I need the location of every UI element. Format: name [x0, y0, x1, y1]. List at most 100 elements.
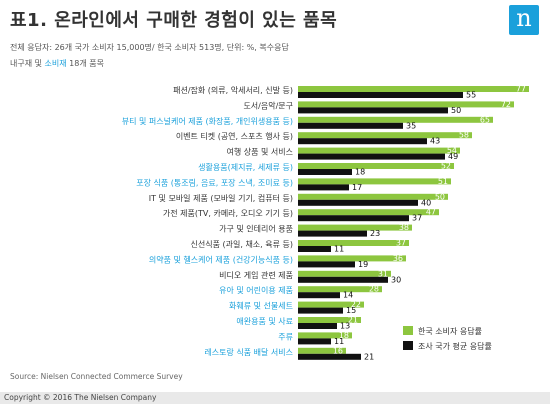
value-label-average: 11	[334, 337, 344, 346]
category-label: 가구 및 인테리어 용품	[219, 224, 293, 234]
bar-average	[298, 276, 388, 283]
bar-average	[298, 153, 445, 160]
value-label-korea: 65	[480, 115, 490, 124]
bar-korea	[298, 147, 460, 154]
bar-korea	[298, 116, 493, 123]
bar-average	[298, 261, 355, 268]
category-label: 가전 제품(TV, 카메라, 오디오 기기 등)	[163, 208, 293, 218]
value-label-average: 15	[346, 306, 356, 315]
value-label-average: 23	[370, 229, 380, 238]
bar-average	[298, 323, 337, 329]
bar-korea	[298, 178, 451, 185]
value-label-average: 19	[358, 260, 368, 269]
value-label-average: 50	[451, 106, 461, 115]
bar-average	[298, 292, 340, 299]
category-label: 화훼류 및 선물세트	[229, 301, 293, 311]
legend-label-korea: 한국 소비자 응답률	[418, 326, 482, 336]
bar-korea	[298, 317, 361, 323]
bar-korea	[298, 193, 448, 200]
value-label-korea: 37	[396, 239, 406, 248]
bar-korea	[298, 209, 439, 216]
value-label-average: 40	[421, 198, 431, 207]
subtitle-suffix: 18개 품목	[66, 59, 104, 68]
bar-average	[298, 338, 331, 345]
category-label: 패션/잡화 (의류, 악세서리, 신발 등)	[173, 85, 293, 95]
value-label-korea: 22	[351, 300, 361, 309]
value-label-average: 18	[355, 168, 365, 177]
bar-korea	[298, 224, 412, 231]
bar-average	[298, 230, 367, 237]
category-label: 신선식품 (과일, 채소, 육류 등)	[191, 239, 293, 249]
value-label-average: 17	[352, 183, 362, 192]
value-label-korea: 47	[426, 208, 436, 217]
legend-label-average: 조사 국가 평균 응답률	[418, 341, 492, 351]
bar-average	[298, 184, 349, 191]
bar-average	[298, 169, 352, 175]
bar-korea	[298, 240, 409, 246]
value-label-korea: 21	[348, 316, 358, 325]
bar-korea	[298, 101, 514, 108]
value-label-korea: 51	[438, 177, 448, 186]
subtitle-respondents: 전체 응답자: 26개 국가 소비자 15,000명/ 한국 소비자 513명,…	[10, 43, 289, 52]
value-label-average: 14	[343, 291, 353, 300]
bar-average	[298, 353, 361, 360]
value-label-average: 11	[334, 245, 344, 254]
bar-average	[298, 199, 418, 206]
bar-korea	[298, 255, 406, 262]
category-label: 도서/음악/문구	[243, 100, 293, 110]
category-label: 비디오 게임 관련 제품	[219, 270, 293, 280]
value-label-average: 43	[430, 137, 440, 146]
value-label-average: 21	[364, 352, 374, 361]
bar-korea	[298, 132, 472, 139]
subtitle-prefix: 내구재 및	[10, 59, 45, 68]
value-label-korea: 38	[399, 223, 409, 232]
bar-korea	[298, 332, 352, 339]
category-label: 여행 상품 및 서비스	[226, 147, 293, 157]
subtitle-categories: 내구재 및 소비재 18개 품목	[10, 58, 104, 69]
bar-average	[298, 246, 331, 252]
value-label-average: 13	[340, 322, 350, 331]
copyright: Copyright © 2016 The Nielsen Company	[4, 393, 157, 402]
legend-swatch-korea	[403, 326, 413, 335]
bar-average	[298, 215, 409, 222]
chart-card: 표1. 온라인에서 구매한 경험이 있는 품목 n 전체 응답자: 26개 국가…	[0, 0, 550, 392]
legend-swatch-average	[403, 341, 413, 350]
value-label-average: 49	[448, 152, 458, 161]
bar-korea	[298, 86, 529, 92]
subtitle-highlight: 소비재	[44, 59, 67, 68]
bar-korea	[298, 347, 346, 354]
bar-korea	[298, 286, 382, 293]
source-note: Source: Nielsen Connected Commerce Surve…	[10, 372, 183, 381]
category-label: IT 및 모바일 제품 (모바일 기기, 컴퓨터 등)	[149, 193, 293, 203]
value-label-korea: 36	[393, 254, 403, 263]
category-label: 생활용품(제지류, 세제류 등)	[198, 162, 293, 172]
value-label-average: 55	[466, 91, 476, 100]
value-label-korea: 58	[459, 131, 469, 140]
value-label-average: 35	[406, 121, 416, 130]
category-label: 주류	[278, 332, 293, 341]
value-label-korea: 77	[516, 85, 526, 94]
category-label: 뷰티 및 퍼스널케어 제품 (화장품, 개인위생용품 등)	[122, 116, 293, 126]
bar-average	[298, 92, 463, 98]
page-title: 표1. 온라인에서 구매한 경험이 있는 품목	[10, 10, 338, 31]
value-label-korea: 52	[441, 162, 451, 171]
value-label-korea: 18	[339, 331, 349, 340]
value-label-korea: 16	[333, 346, 343, 355]
bar-average	[298, 107, 448, 114]
value-label-average: 30	[391, 275, 401, 284]
category-label: 애완용품 및 사료	[236, 316, 293, 326]
bar-chart: 패션/잡화 (의류, 악세서리, 신발 등) 77 55 도서/음악/문구 72 50 뷰티…	[122, 85, 529, 361]
category-label: 이벤트 티켓 (공연, 스포츠 행사 등)	[176, 131, 293, 141]
value-label-korea: 54	[447, 146, 457, 155]
value-label-average: 37	[412, 214, 422, 223]
bar-korea	[298, 163, 454, 169]
category-label: 레스토랑 식품 배달 서비스	[204, 347, 293, 357]
value-label-korea: 50	[435, 192, 445, 201]
bar-average	[298, 138, 427, 145]
value-label-korea: 28	[369, 285, 379, 294]
bar-korea	[298, 301, 364, 308]
value-label-korea: 31	[378, 269, 388, 278]
category-label: 의약품 및 헬스케어 제품 (건강기능식품 등)	[149, 254, 293, 264]
category-label: 유아 및 어린이용 제품	[219, 285, 293, 295]
nielsen-logo-icon: n	[509, 5, 539, 35]
